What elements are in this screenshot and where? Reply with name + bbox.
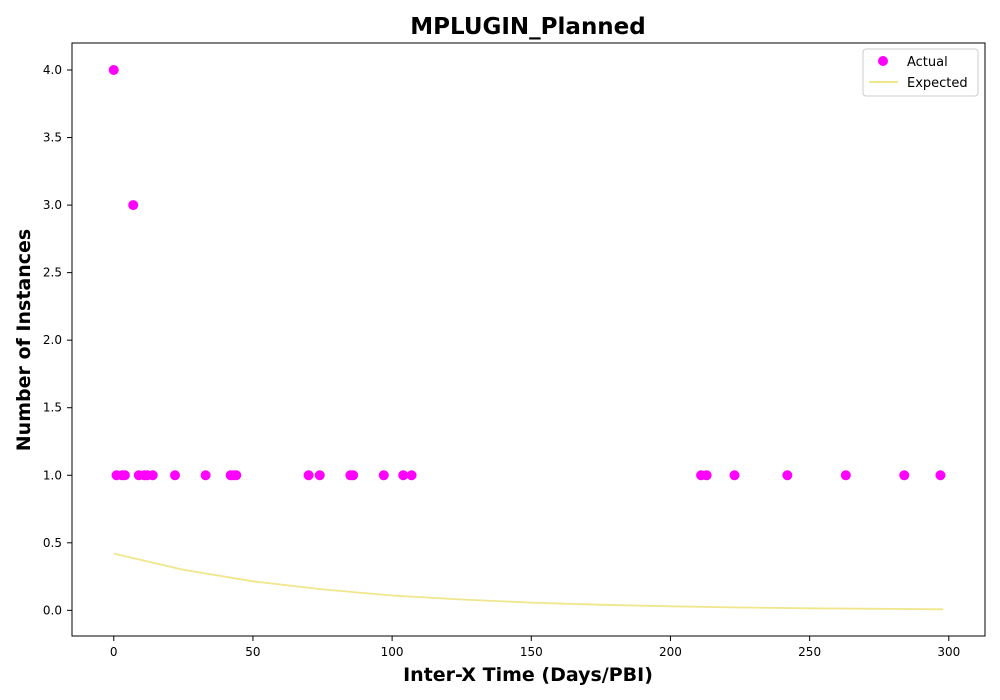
y-tick-label: 0.5 <box>43 536 62 550</box>
x-tick-label: 100 <box>381 645 404 659</box>
actual-point <box>899 470 910 481</box>
plot-area <box>71 42 986 637</box>
actual-point <box>169 470 180 481</box>
actual-point <box>701 470 712 481</box>
actual-point <box>147 470 158 481</box>
actual-point <box>128 200 139 211</box>
chart-title: MPLUGIN_Planned <box>410 14 646 40</box>
x-axis: 0 50 100 150 200 250 300 <box>110 636 960 659</box>
actual-point <box>782 470 793 481</box>
y-axis: 0.0 0.5 1.0 1.5 2.0 2.5 3.0 3.5 4.0 <box>43 63 72 617</box>
actual-point <box>398 470 409 481</box>
actual-point <box>119 470 130 481</box>
actual-point <box>348 470 359 481</box>
x-axis-label: Inter-X Time (Days/PBI) <box>403 664 653 686</box>
x-tick-label: 250 <box>798 645 821 659</box>
legend-actual-marker <box>878 56 888 66</box>
legend: Actual Expected <box>862 48 979 97</box>
x-tick-label: 150 <box>520 645 543 659</box>
actual-point <box>314 470 325 481</box>
actual-point <box>406 470 417 481</box>
y-tick-label: 1.5 <box>43 401 62 415</box>
expected-line <box>113 552 944 611</box>
y-tick-label: 2.0 <box>43 333 62 347</box>
actual-point <box>303 470 314 481</box>
y-tick-label: 4.0 <box>43 63 62 77</box>
y-tick-label: 0.0 <box>43 603 62 617</box>
actual-point <box>935 470 946 481</box>
x-tick-label: 200 <box>659 645 682 659</box>
x-tick-label: 50 <box>245 645 260 659</box>
actual-point <box>200 470 211 481</box>
actual-point <box>378 470 389 481</box>
actual-series-layer <box>108 65 946 481</box>
y-tick-label: 3.5 <box>43 131 62 145</box>
actual-point <box>231 470 242 481</box>
legend-actual-label: Actual <box>907 55 948 70</box>
y-axis-label: Number of Instances <box>13 229 35 451</box>
y-tick-label: 1.0 <box>43 468 62 482</box>
x-tick-label: 0 <box>110 645 118 659</box>
actual-point <box>108 65 119 76</box>
expected-series-layer <box>113 552 944 611</box>
actual-point <box>729 470 740 481</box>
legend-expected-label: Expected <box>907 76 968 91</box>
x-tick-label: 300 <box>937 645 960 659</box>
actual-point <box>840 470 851 481</box>
legend-frame <box>862 48 979 97</box>
y-tick-label: 3.0 <box>43 198 62 212</box>
y-tick-label: 2.5 <box>43 266 62 280</box>
